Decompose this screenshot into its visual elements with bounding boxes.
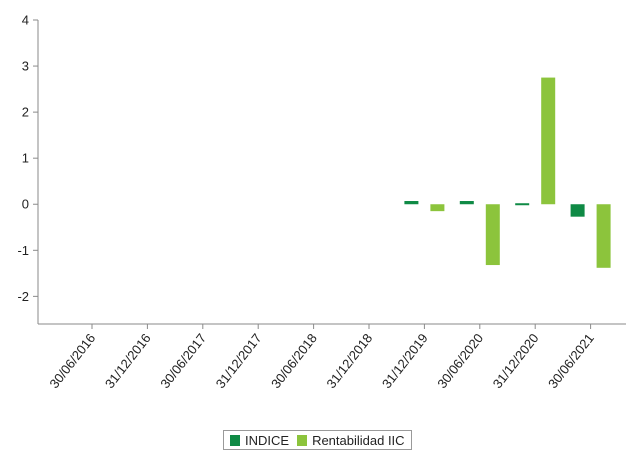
y-axis: 4 3 2 1 0 -1 -2	[17, 13, 38, 325]
legend-item-rentabilidad[interactable]: Rentabilidad IIC	[297, 433, 405, 448]
bar-indice-6[interactable]	[404, 201, 418, 204]
bar-indice-9[interactable]	[571, 204, 585, 216]
bar-rentabilidad-7[interactable]	[486, 204, 500, 265]
bar-indice-7[interactable]	[460, 201, 474, 204]
bar-indice-8[interactable]	[515, 203, 529, 205]
x-tick-label: 31/12/2018	[323, 331, 375, 392]
legend-label-rentabilidad: Rentabilidad IIC	[312, 433, 405, 448]
y-tick-label: 1	[22, 151, 29, 166]
x-tick-label: 30/06/2020	[434, 331, 486, 392]
y-tick-label: -2	[17, 289, 29, 304]
x-tick-label: 30/06/2021	[545, 331, 597, 392]
y-tick-label: 0	[22, 197, 29, 212]
x-tick-label: 31/12/2017	[213, 331, 265, 392]
x-axis	[38, 324, 626, 329]
y-tick-label: 2	[22, 105, 29, 120]
legend-swatch-indice	[230, 435, 240, 446]
legend-swatch-rentabilidad	[297, 435, 307, 446]
legend-item-indice[interactable]: INDICE	[230, 433, 289, 448]
y-tick-label: 3	[22, 59, 29, 74]
y-tick-label: -1	[17, 243, 29, 258]
x-tick-label: 31/12/2020	[490, 331, 542, 392]
x-tick-label: 30/06/2017	[157, 331, 209, 392]
x-tick-label: 30/06/2016	[46, 331, 98, 392]
x-tick-labels: 30/06/2016 31/12/2016 30/06/2017 31/12/2017…	[46, 331, 596, 392]
legend-label-indice: INDICE	[245, 433, 289, 448]
x-tick-label: 31/12/2019	[379, 331, 431, 392]
bar-rentabilidad-6[interactable]	[430, 204, 444, 211]
bar-rentabilidad-8[interactable]	[541, 78, 555, 205]
bars	[404, 78, 610, 268]
x-tick-label: 30/06/2018	[268, 331, 320, 392]
legend: INDICE Rentabilidad IIC	[223, 430, 412, 450]
bar-rentabilidad-9[interactable]	[597, 204, 611, 268]
y-tick-label: 4	[22, 13, 29, 28]
x-tick-label: 31/12/2016	[102, 331, 154, 392]
